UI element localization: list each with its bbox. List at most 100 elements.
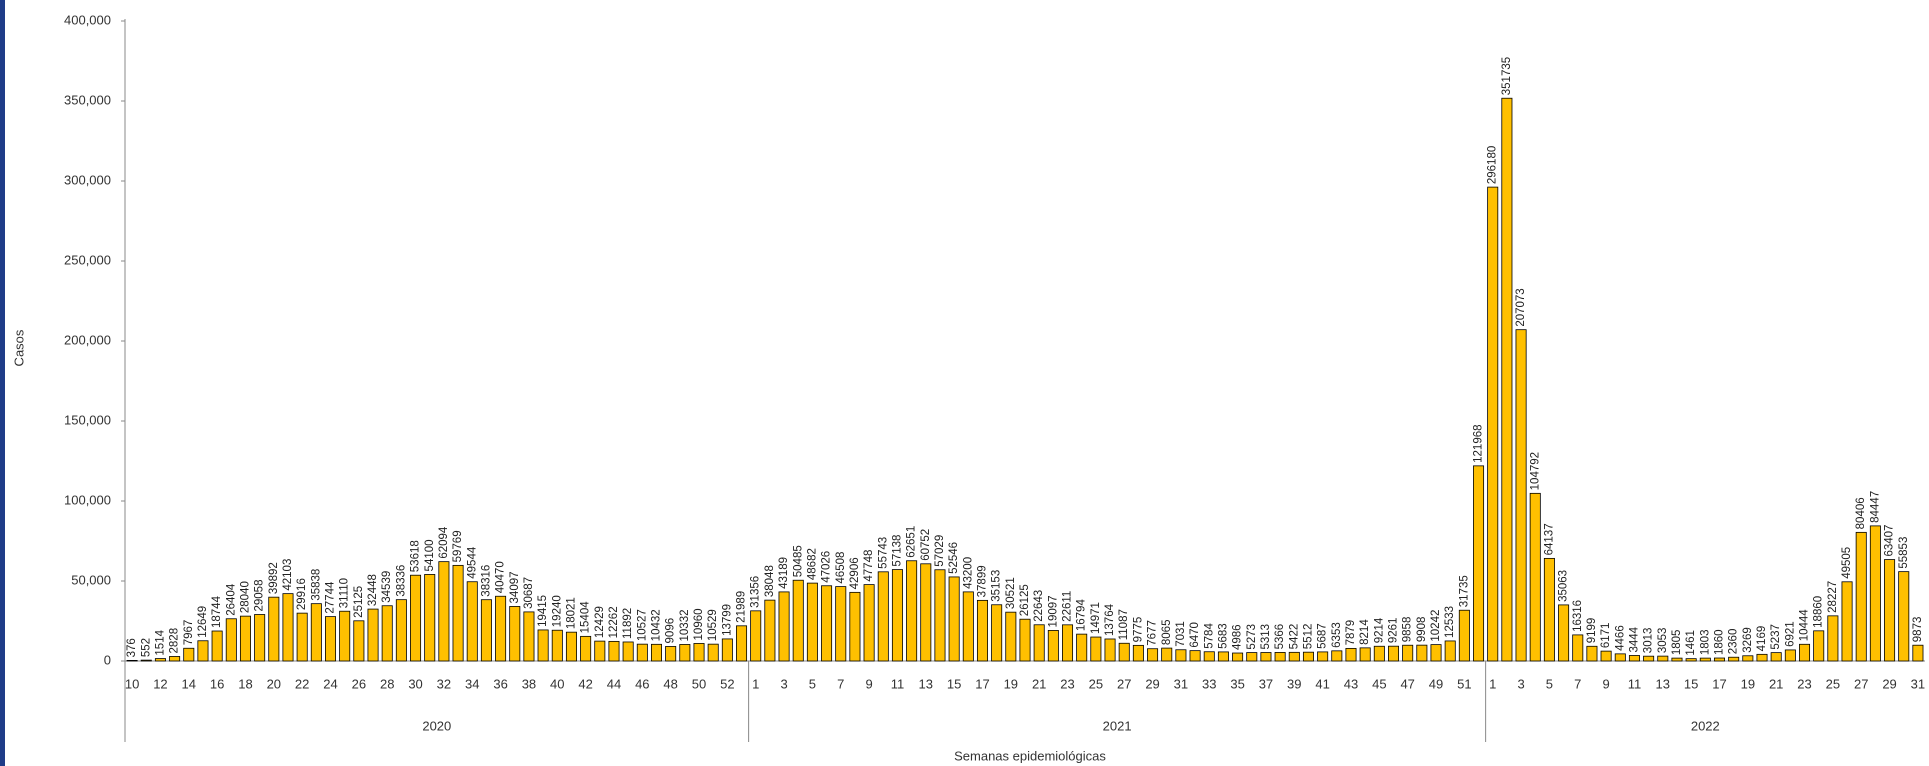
y-tick-label: 350,000 <box>64 92 111 107</box>
bar <box>849 591 861 662</box>
data-label: 16794 <box>1076 599 1088 632</box>
data-label: 7879 <box>1345 620 1357 646</box>
x-tick-label: 42 <box>578 676 592 691</box>
x-tick-label: 48 <box>663 676 677 691</box>
bar <box>1699 657 1711 662</box>
x-tick-label: 37 <box>1259 676 1273 691</box>
bar <box>1685 658 1697 662</box>
data-label: 59769 <box>452 530 464 562</box>
bar <box>1558 604 1570 662</box>
x-tick-label: 21 <box>1769 676 1783 691</box>
x-tick-label: 49 <box>1429 676 1443 691</box>
bar <box>906 560 918 662</box>
bar <box>1203 651 1215 662</box>
data-label: 1803 <box>1699 630 1711 656</box>
data-label: 62651 <box>906 526 918 558</box>
data-label: 35153 <box>991 570 1003 602</box>
bar <box>594 640 606 662</box>
bar <box>509 606 521 662</box>
x-tick-label: 46 <box>635 676 649 691</box>
bar <box>877 571 889 662</box>
bar <box>395 599 407 662</box>
data-label: 57029 <box>934 535 946 567</box>
bar <box>339 610 351 662</box>
x-tick-label: 11 <box>891 676 905 691</box>
data-label: 10432 <box>651 609 663 641</box>
x-tick-label: 28 <box>380 676 394 691</box>
data-label: 10529 <box>707 609 719 641</box>
bar <box>1912 644 1924 662</box>
data-label: 1805 <box>1671 630 1683 656</box>
data-label: 207073 <box>1515 288 1527 326</box>
data-label: 42906 <box>849 557 861 589</box>
bar <box>1855 531 1867 662</box>
x-tick-label: 9 <box>865 676 872 691</box>
data-label: 11892 <box>622 608 634 639</box>
x-tick-label: 45 <box>1372 676 1386 691</box>
data-label: 46508 <box>835 552 847 584</box>
data-label: 10527 <box>636 609 648 641</box>
data-label: 9199 <box>1586 618 1598 644</box>
data-label: 19240 <box>551 595 563 627</box>
bar <box>1047 630 1059 662</box>
x-axis-label: Semanas epidemiológicas <box>954 748 1106 763</box>
y-tick-label: 300,000 <box>64 172 111 187</box>
x-tick-label: 29 <box>1882 676 1896 691</box>
x-tick-label: 34 <box>465 676 479 691</box>
bar <box>1288 651 1300 662</box>
bar <box>1260 652 1272 662</box>
bar <box>934 569 946 662</box>
bar <box>778 591 790 662</box>
bar <box>1302 651 1314 662</box>
data-label: 12429 <box>594 606 606 638</box>
data-label: 11087 <box>1118 609 1130 640</box>
x-tick-label: 10 <box>125 676 139 691</box>
data-label: 5237 <box>1770 624 1782 650</box>
data-label: 9858 <box>1402 617 1414 643</box>
bar <box>1076 633 1088 662</box>
bar <box>154 658 166 662</box>
data-label: 2360 <box>1728 629 1740 655</box>
bar <box>126 659 138 662</box>
data-label: 50485 <box>792 545 804 577</box>
data-label: 26404 <box>225 583 237 616</box>
data-label: 18744 <box>211 595 223 628</box>
bar <box>863 584 875 662</box>
bar <box>976 599 988 662</box>
bar <box>254 614 266 662</box>
data-label: 49544 <box>466 546 478 579</box>
bar <box>1742 655 1754 662</box>
bar <box>1770 652 1782 662</box>
data-label: 53618 <box>410 540 422 572</box>
x-tick-label: 7 <box>1574 676 1581 691</box>
data-label: 10444 <box>1799 609 1811 642</box>
data-label: 12262 <box>608 606 620 638</box>
data-label: 37899 <box>977 565 989 597</box>
bar <box>1827 615 1839 662</box>
bar <box>679 644 691 662</box>
group-label: 2020 <box>422 718 451 733</box>
x-tick-label: 3 <box>1517 676 1524 691</box>
bar <box>1657 655 1669 662</box>
data-label: 121968 <box>1473 424 1485 462</box>
bar <box>1189 650 1201 662</box>
bar <box>1529 492 1541 662</box>
data-label: 351735 <box>1501 57 1513 95</box>
data-label: 15404 <box>580 601 592 634</box>
bar <box>920 563 932 662</box>
bar <box>1019 618 1031 662</box>
data-label: 376 <box>126 638 138 657</box>
bar <box>1430 644 1442 662</box>
bar <box>1118 642 1130 662</box>
data-label: 21989 <box>736 591 748 623</box>
bar <box>750 610 762 662</box>
data-label: 43200 <box>962 557 974 589</box>
data-label: 1461 <box>1685 630 1697 656</box>
bar <box>1572 634 1584 662</box>
data-label: 1860 <box>1714 629 1726 655</box>
data-label: 38336 <box>395 565 407 597</box>
data-label: 4169 <box>1756 626 1768 652</box>
data-label: 9873 <box>1912 617 1924 643</box>
y-tick-label: 400,000 <box>64 12 111 27</box>
x-tick-label: 20 <box>267 676 281 691</box>
